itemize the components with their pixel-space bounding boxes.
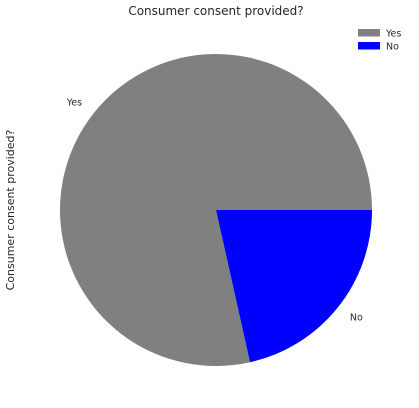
slice-label-yes: Yes <box>66 98 82 109</box>
legend-label-no: No <box>386 42 399 53</box>
legend-swatch-yes <box>358 29 380 37</box>
slice-label-no: No <box>350 312 363 323</box>
chart-title: Consumer consent provided? <box>128 4 303 18</box>
legend-label-yes: Yes <box>385 29 401 40</box>
pie-slice-no <box>216 210 372 363</box>
pie-slice-labels: Yes No <box>66 98 363 324</box>
legend-swatch-no <box>358 42 380 50</box>
legend: Yes No <box>358 29 401 53</box>
y-axis-label: Consumer consent provided? <box>4 129 17 290</box>
pie-slices <box>60 53 372 367</box>
pie-slice-yes <box>60 53 372 367</box>
